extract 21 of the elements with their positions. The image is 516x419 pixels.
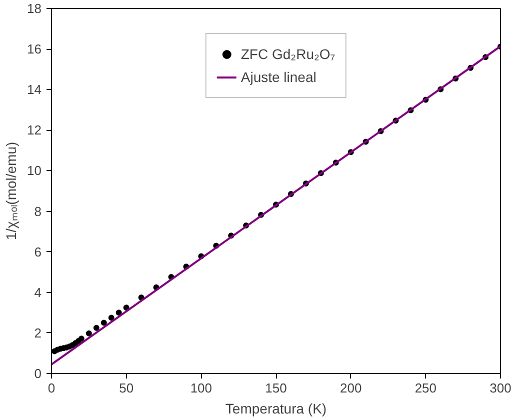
- x-tick-label: 250: [414, 380, 437, 396]
- y-tick-label: 14: [27, 82, 42, 98]
- y-tick-label: 6: [34, 244, 42, 260]
- x-tick-label: 300: [490, 380, 512, 396]
- y-tick-label: 8: [34, 204, 42, 219]
- y-tick-label: 0: [34, 366, 42, 381]
- x-tick-label: 50: [119, 380, 134, 396]
- x-tick-label: 0: [48, 380, 56, 396]
- legend-label: Ajuste lineal: [240, 69, 316, 85]
- y-tick-label: 4: [34, 284, 42, 300]
- y-tick-label: 12: [27, 122, 42, 138]
- y-axis-title: 1/χₘₒₗ(mol/emu): [3, 142, 20, 240]
- x-tick-label: 200: [340, 380, 362, 396]
- y-tick-label: 18: [27, 1, 42, 16]
- x-axis-title: Temperatura (K): [225, 400, 327, 416]
- x-tick-label: 150: [265, 380, 287, 396]
- y-tick-label: 2: [34, 325, 42, 340]
- legend-label: ZFC Gd₂Ru₂O₇: [240, 46, 336, 62]
- y-tick-label: 10: [27, 163, 42, 178]
- y-tick-label: 16: [27, 42, 42, 57]
- x-tick-label: 100: [190, 380, 212, 396]
